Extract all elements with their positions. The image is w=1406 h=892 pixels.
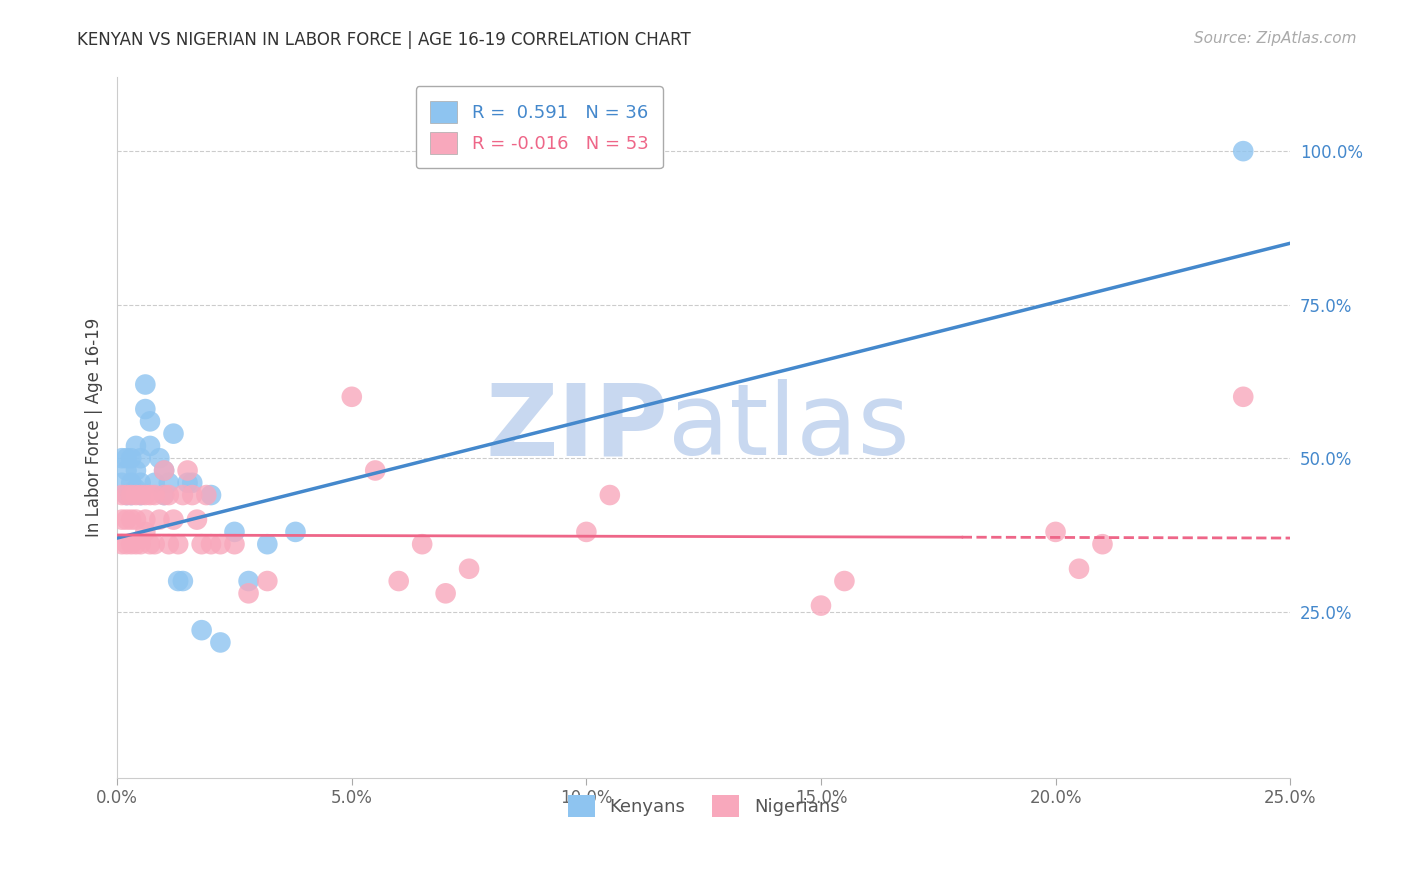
Point [172,488,194,502]
Point [134,513,156,527]
Point [176,463,198,477]
Point [120,488,142,502]
Point [148,451,170,466]
Point [115,513,138,527]
Point [125,513,148,527]
Point [176,475,198,490]
Point [157,488,180,502]
Point [153,488,176,502]
Point [125,537,148,551]
Text: ZIP: ZIP [485,379,668,476]
Point [143,475,166,490]
Point [115,488,138,502]
Point [143,488,166,502]
Point [129,537,152,551]
Point [139,537,162,551]
Point [125,463,148,477]
Point [224,524,246,539]
Point [1232,144,1254,158]
Point [195,488,218,502]
Point [181,488,204,502]
Point [209,537,232,551]
Point [111,475,134,490]
Point [238,586,260,600]
Point [153,488,176,502]
Point [153,463,176,477]
Point [167,537,190,551]
Point [256,537,278,551]
Point [1091,537,1114,551]
Point [115,488,138,502]
Point [810,599,832,613]
Point [111,488,134,502]
Point [120,537,142,551]
Y-axis label: In Labor Force | Age 16-19: In Labor Force | Age 16-19 [86,318,103,537]
Point [167,574,190,588]
Point [139,488,162,502]
Point [115,451,138,466]
Point [143,537,166,551]
Point [1232,390,1254,404]
Point [284,524,307,539]
Point [115,463,138,477]
Point [129,451,152,466]
Point [115,537,138,551]
Point [411,537,433,551]
Point [139,439,162,453]
Point [181,475,204,490]
Point [157,475,180,490]
Point [162,513,184,527]
Text: KENYAN VS NIGERIAN IN LABOR FORCE | AGE 16-19 CORRELATION CHART: KENYAN VS NIGERIAN IN LABOR FORCE | AGE … [77,31,692,49]
Point [134,402,156,417]
Point [458,562,481,576]
Point [162,426,184,441]
Point [120,488,142,502]
Point [148,513,170,527]
Point [120,475,142,490]
Text: Source: ZipAtlas.com: Source: ZipAtlas.com [1194,31,1357,46]
Point [134,524,156,539]
Point [209,635,232,649]
Point [139,414,162,428]
Point [224,537,246,551]
Point [434,586,457,600]
Point [120,513,142,527]
Point [153,463,176,477]
Text: atlas: atlas [668,379,910,476]
Point [120,451,142,466]
Point [125,488,148,502]
Point [834,574,856,588]
Point [129,488,152,502]
Point [599,488,621,502]
Point [190,537,212,551]
Point [129,475,152,490]
Point [111,537,134,551]
Point [200,537,222,551]
Point [238,574,260,588]
Point [172,574,194,588]
Point [575,524,598,539]
Point [186,513,208,527]
Point [388,574,411,588]
Point [125,482,148,496]
Point [125,439,148,453]
Point [134,488,156,502]
Point [1045,524,1067,539]
Point [157,537,180,551]
Point [340,390,363,404]
Legend: Kenyans, Nigerians: Kenyans, Nigerians [561,788,846,824]
Point [200,488,222,502]
Point [190,623,212,637]
Point [111,451,134,466]
Point [111,513,134,527]
Point [1067,562,1090,576]
Point [364,463,387,477]
Point [134,377,156,392]
Point [256,574,278,588]
Point [129,488,152,502]
